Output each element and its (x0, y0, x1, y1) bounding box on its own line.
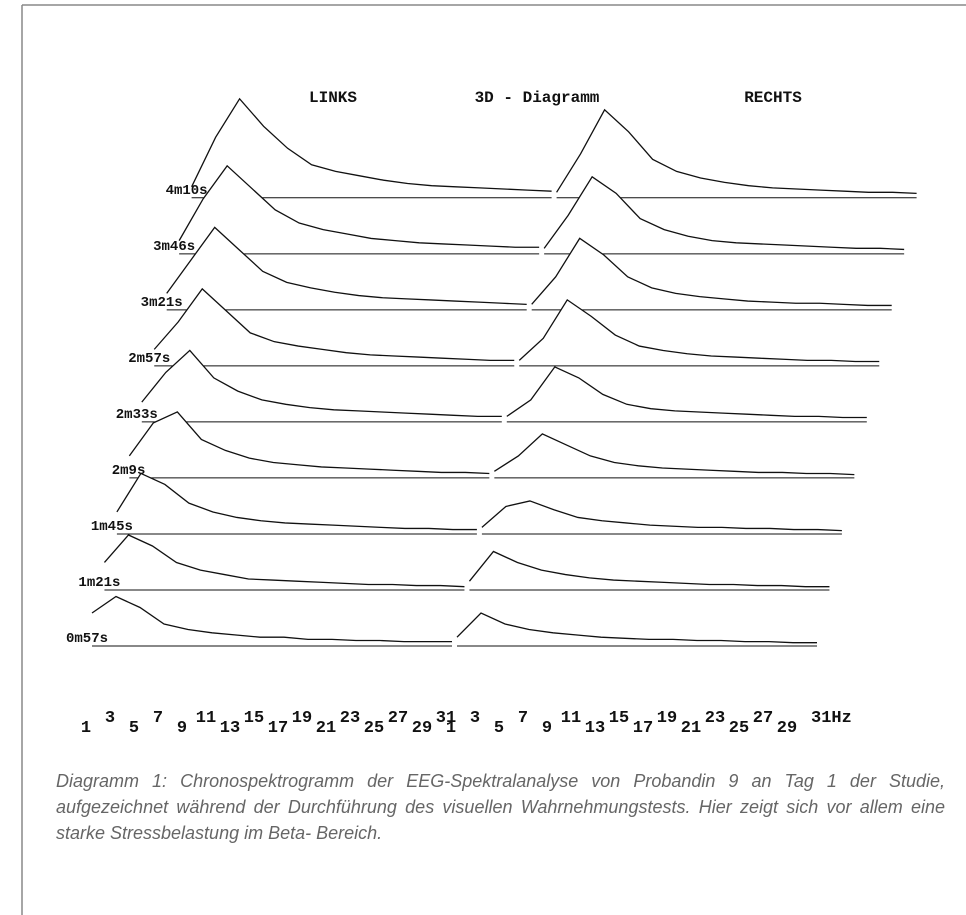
occlusion (154, 288, 515, 366)
spectrum-line (103, 534, 465, 588)
x-tick-label: 11 (196, 709, 216, 728)
occlusion (531, 238, 892, 310)
time-label: 2m9s (112, 463, 146, 479)
x-tick-label: 19 (292, 709, 312, 728)
spectrum-line (556, 108, 917, 195)
time-label: 1m45s (91, 519, 133, 535)
time-label: 2m57s (128, 351, 170, 367)
spectrum-line (153, 287, 515, 362)
x-tick-label: 29 (412, 719, 432, 738)
spectrum-line (543, 175, 905, 251)
x-tick-label: 13 (220, 719, 240, 738)
panel-title: LINKS (309, 89, 357, 107)
occlusion (481, 500, 842, 534)
x-tick-label: 17 (268, 719, 288, 738)
chart-title: 3D - Diagramm (475, 89, 600, 107)
spectrum-line (468, 550, 830, 588)
x-tick-label: 31 (436, 709, 456, 728)
x-tick-label: 15 (609, 709, 629, 728)
occlusion (556, 109, 917, 198)
x-tick-label: 19 (657, 709, 677, 728)
x-tick-label: 21 (316, 719, 336, 738)
occlusion (519, 299, 880, 366)
spectrum-line (506, 366, 867, 419)
spectrum-line (493, 433, 855, 476)
time-label: 3m46s (153, 239, 195, 255)
x-tick-label: 9 (542, 719, 552, 738)
x-tick-label: 31Hz (811, 709, 852, 728)
x-tick-label: 25 (729, 719, 749, 738)
occlusion (179, 165, 540, 254)
spectrum-line (518, 298, 880, 363)
x-tick-label: 3 (105, 709, 115, 728)
x-tick-label: 11 (561, 709, 581, 728)
caption: Diagramm 1: Chronospektrogramm der EEG-S… (56, 771, 945, 843)
x-tick-label: 21 (681, 719, 701, 738)
occlusion (166, 227, 527, 310)
time-label: 2m33s (116, 407, 158, 423)
x-tick-label: 7 (153, 709, 163, 728)
x-tick-label: 27 (753, 709, 773, 728)
spectrum-line (191, 97, 552, 192)
x-tick-label: 17 (633, 719, 653, 738)
x-tick-label: 7 (518, 709, 528, 728)
spectrum-line (531, 237, 892, 307)
x-tick-label: 13 (585, 719, 605, 738)
spectrum-line (128, 411, 490, 475)
x-tick-label: 5 (129, 719, 139, 738)
x-tick-label: 15 (244, 709, 264, 728)
time-label: 1m21s (78, 575, 120, 591)
occlusion (141, 350, 502, 422)
x-tick-label: 29 (777, 719, 797, 738)
time-label: 3m21s (141, 295, 183, 311)
occlusion (129, 411, 490, 478)
x-tick-label: 27 (388, 709, 408, 728)
spectrum-line (116, 472, 477, 531)
x-tick-label: 23 (705, 709, 725, 728)
spectrum-line (91, 595, 452, 643)
spectrum-line (456, 612, 817, 644)
x-tick-label: 23 (340, 709, 360, 728)
occlusion (544, 176, 905, 254)
panel-title: RECHTS (744, 89, 802, 107)
x-tick-label: 1 (81, 719, 91, 738)
spectrum-line (481, 500, 842, 532)
x-tick-label: 3 (470, 709, 480, 728)
x-tick-label: 9 (177, 719, 187, 738)
x-tick-label: 1 (446, 719, 456, 738)
occlusion (92, 596, 452, 646)
spectrum-line (178, 164, 540, 248)
time-label: 0m57s (66, 631, 108, 647)
occlusion (494, 433, 855, 478)
occlusion (506, 366, 867, 422)
occlusion (469, 551, 830, 590)
occlusion (116, 473, 477, 534)
occlusion (191, 98, 552, 198)
x-tick-label: 5 (494, 719, 504, 738)
occlusion (457, 613, 817, 646)
x-tick-label: 25 (364, 719, 384, 738)
time-label: 4m10s (166, 183, 208, 199)
spectrum-line (141, 349, 502, 418)
occlusion (104, 534, 465, 590)
spectrum-line (166, 226, 527, 305)
